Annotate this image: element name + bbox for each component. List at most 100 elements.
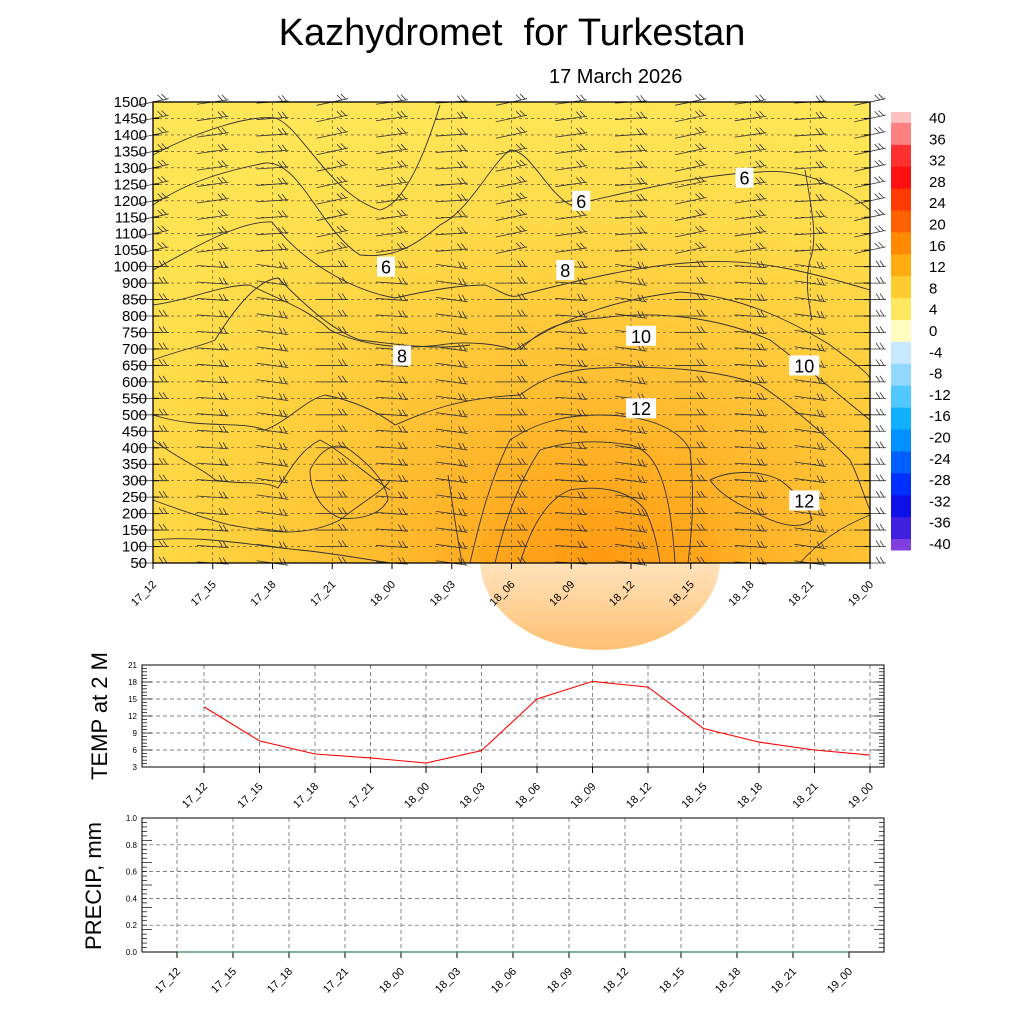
colorbar-swatch	[891, 155, 911, 168]
colorbar-swatch	[891, 440, 911, 452]
wind-barb	[376, 376, 408, 384]
wind-barb	[196, 242, 229, 253]
wind-barb	[734, 226, 767, 237]
contour-line	[152, 104, 441, 211]
wind-barb	[495, 359, 528, 366]
wind-barb	[615, 310, 647, 319]
wind-barb	[316, 425, 349, 432]
y-tick-label: 0.0	[126, 948, 138, 957]
colorbar-label: 0	[929, 323, 937, 340]
x-tick-label: 17_21	[321, 966, 351, 996]
wind-barb	[794, 475, 827, 484]
wind-barb	[495, 143, 528, 156]
wind-barb	[376, 507, 408, 516]
y-tick-label: 1.0	[126, 814, 138, 823]
wind-barb	[794, 294, 827, 303]
wind-barb	[376, 143, 408, 155]
colorbar-swatch	[891, 276, 911, 288]
wind-barb	[316, 457, 349, 465]
wind-barb	[316, 260, 349, 268]
y-tick-label: 500	[122, 407, 147, 424]
wind-barb	[794, 177, 827, 186]
wind-barb	[734, 293, 767, 302]
wind-barb	[196, 392, 229, 400]
wind-barb	[376, 326, 408, 335]
y-tick-label: 250	[122, 489, 147, 506]
wind-barb	[316, 342, 349, 350]
wind-barb	[555, 110, 588, 122]
contour-label: 12	[626, 398, 656, 419]
colorbar-label: 20	[929, 217, 946, 234]
wind-barb	[794, 210, 827, 219]
wind-barb	[734, 193, 767, 204]
wind-barb	[316, 408, 349, 416]
wind-barb	[256, 111, 289, 120]
wind-barb	[555, 425, 588, 433]
wind-barb	[555, 310, 588, 318]
wind-barb	[734, 359, 767, 367]
wind-barb	[256, 524, 289, 533]
y-tick-label: 50	[130, 555, 147, 572]
wind-barb	[196, 326, 229, 335]
wind-barb	[615, 177, 647, 186]
wind-barb	[675, 209, 707, 221]
temp-ylabel: TEMP at 2 M	[87, 652, 112, 780]
wind-barb	[316, 192, 348, 205]
wind-barb	[196, 491, 229, 499]
wind-barb	[316, 225, 348, 238]
wind-barb	[794, 128, 827, 137]
x-tick-label: 18_18	[713, 966, 743, 996]
precip-grid	[142, 818, 884, 952]
wind-barb	[196, 409, 229, 417]
wind-barb	[734, 376, 767, 384]
wind-barb	[674, 375, 707, 383]
y-tick-label: 1050	[114, 242, 147, 259]
wind-barb	[196, 226, 229, 237]
colorbar-swatch	[891, 341, 911, 354]
wind-barb	[376, 277, 408, 285]
wind-barb	[794, 277, 827, 286]
y-tick-label: 1150	[115, 209, 147, 226]
chart-title: Kazhydromet for Turkestan	[278, 12, 746, 54]
wind-barb	[435, 294, 468, 303]
colorbar-label: -8	[929, 366, 942, 383]
x-tick-label: 18_06	[489, 966, 519, 996]
x-tick-label: 18_21	[769, 966, 799, 996]
x-tick-label: 17_12	[180, 781, 210, 811]
y-tick-label: 1250	[114, 176, 147, 193]
precip-panel: 0.0 0.2 0.4 0.6 0.8 1.0 17_12 17_15 17_18 17_21 18…	[81, 814, 885, 996]
colorbar-label: -16	[929, 408, 951, 425]
y-tick-label: 850	[122, 292, 147, 309]
contour-label: 8	[393, 345, 411, 367]
colorbar-swatch	[891, 309, 911, 321]
y-tick-label: 12	[128, 712, 137, 721]
wind-barb	[794, 376, 827, 385]
wind-barb	[615, 243, 647, 252]
wind-barb	[495, 425, 528, 432]
wind-barb	[495, 441, 528, 449]
contour-line	[519, 487, 661, 564]
wind-barb	[316, 276, 349, 284]
wind-barb	[495, 209, 528, 221]
wind-barb	[196, 260, 229, 269]
wind-barb	[674, 342, 707, 350]
wind-barb	[674, 490, 707, 498]
wind-barb	[675, 159, 707, 172]
wind-barb	[794, 458, 827, 467]
temp-panel: 3 6 9 12 15 18 21 17_12 17_15 17_18 17_21 18_00 18_0…	[87, 652, 885, 811]
wind-barb	[435, 111, 468, 120]
contour-line	[494, 441, 676, 564]
wind-barb	[734, 409, 767, 417]
wind-barb	[376, 524, 408, 532]
x-tick-label: 18_12	[601, 966, 631, 996]
wind-barb	[196, 293, 229, 302]
wind-barb	[495, 309, 528, 317]
colorbar-label: -40	[929, 536, 951, 553]
wind-barb	[734, 277, 767, 285]
wind-barb	[256, 294, 289, 303]
wind-barb	[196, 441, 229, 450]
y-tick-label: 1400	[114, 127, 147, 144]
x-tick-label: 18_00	[368, 579, 398, 609]
x-tick-label: 17_18	[265, 966, 295, 996]
wind-barb	[435, 458, 468, 467]
